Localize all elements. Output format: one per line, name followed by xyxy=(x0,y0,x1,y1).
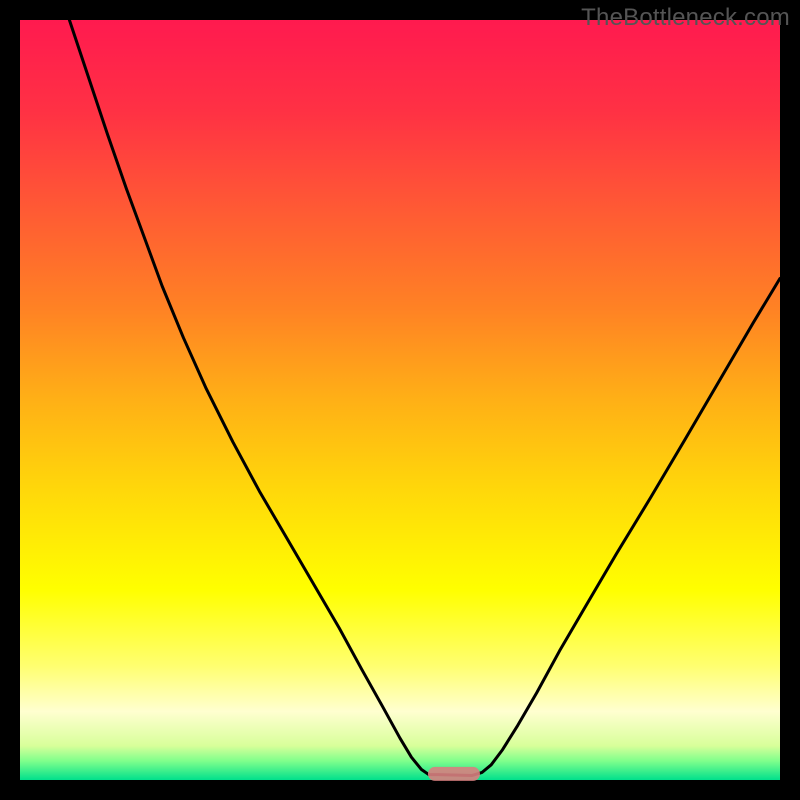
chart-container: TheBottleneck.com xyxy=(0,0,800,800)
watermark-text: TheBottleneck.com xyxy=(581,4,790,32)
optimal-marker xyxy=(428,767,480,781)
plot-background xyxy=(20,20,780,780)
bottleneck-chart xyxy=(0,0,800,800)
